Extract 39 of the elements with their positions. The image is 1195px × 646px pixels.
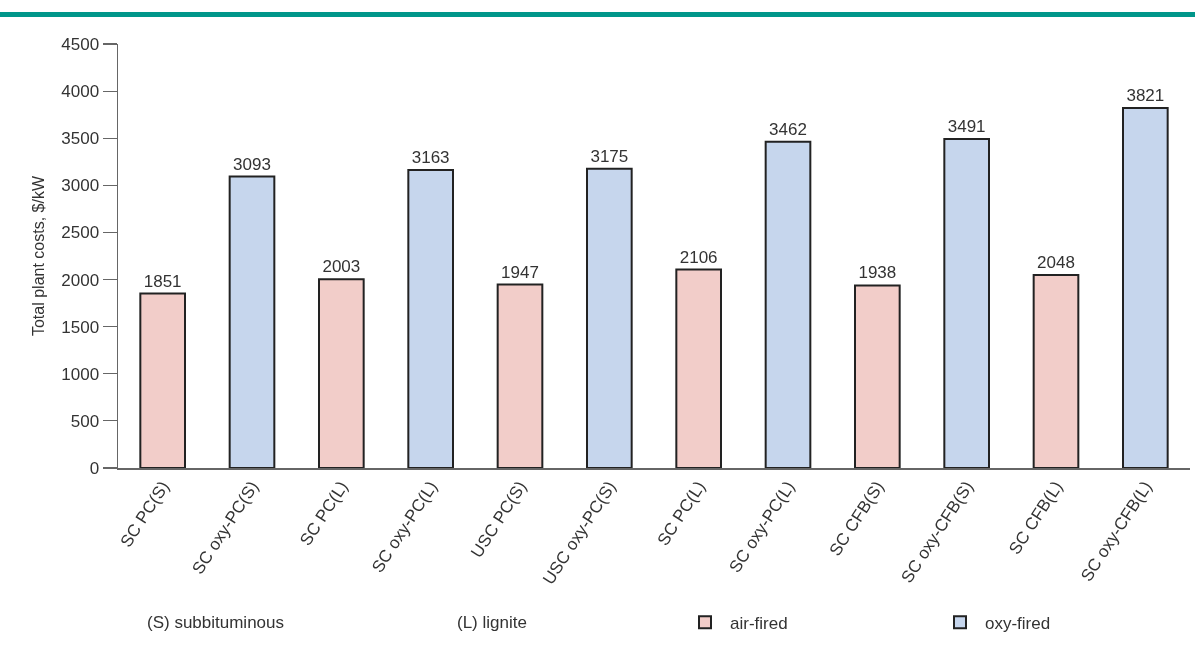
y-tick-label: 1000 xyxy=(61,364,100,384)
y-tick-label: 2500 xyxy=(61,223,100,243)
data-label: 2003 xyxy=(322,257,361,277)
bar xyxy=(496,283,544,468)
y-tick-label: 4000 xyxy=(61,82,100,102)
data-label: 2106 xyxy=(679,247,718,267)
data-label: 1938 xyxy=(858,263,897,283)
bar xyxy=(943,138,990,468)
bar xyxy=(675,268,722,468)
text: (S) subbituminous xyxy=(147,613,285,632)
y-axis-title: Total plant costs, $/kW xyxy=(30,175,48,337)
bar xyxy=(1122,106,1169,468)
data-label: 3175 xyxy=(590,146,629,166)
bar xyxy=(1032,274,1080,468)
bar xyxy=(318,278,365,468)
data-label: 3462 xyxy=(769,119,807,139)
bar xyxy=(407,168,454,468)
legend-label: oxy-fired xyxy=(985,613,1051,633)
bar xyxy=(228,175,276,468)
y-tick-label: 3500 xyxy=(61,129,100,149)
y-tick-label: 4500 xyxy=(61,34,100,54)
y-tick-label: 2000 xyxy=(61,270,100,290)
data-label: 3093 xyxy=(233,154,271,174)
data-label: 3163 xyxy=(411,147,450,167)
legend-label: air-fired xyxy=(730,613,788,633)
data-label: 2048 xyxy=(1037,253,1075,273)
y-tick-label: 3000 xyxy=(61,176,100,196)
data-label: 3491 xyxy=(947,117,986,137)
data-label: 3821 xyxy=(1126,85,1165,105)
bar xyxy=(139,292,186,468)
data-label: 1851 xyxy=(143,271,182,291)
bar xyxy=(764,140,812,468)
bar xyxy=(586,167,633,468)
y-tick-label: 0 xyxy=(89,458,100,478)
y-tick-label: 1500 xyxy=(61,317,100,337)
data-label: 1947 xyxy=(501,262,539,282)
y-tick-label: 500 xyxy=(70,411,100,431)
text: (L) lignite xyxy=(457,613,527,632)
bar xyxy=(854,284,901,468)
